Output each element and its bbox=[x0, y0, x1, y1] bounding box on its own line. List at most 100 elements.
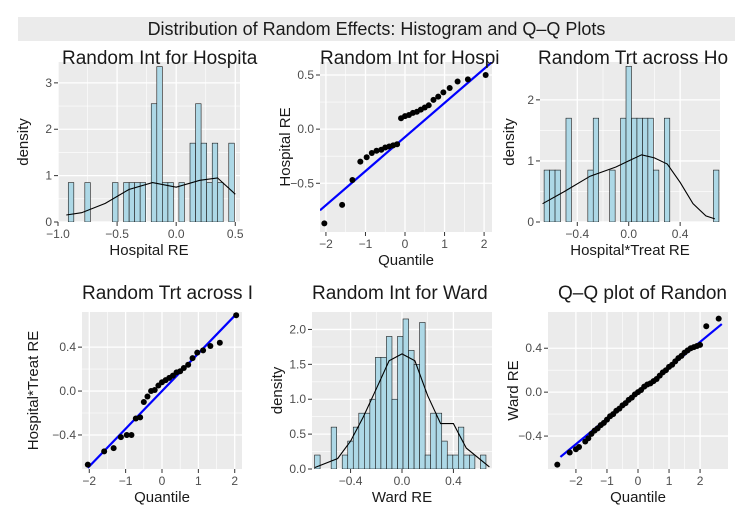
panel-hospital-intercept-qq: −2 −1 0 1 2 −0.5 0.0 0.5 Quantile Hospital RE Rand… bbox=[277, 48, 500, 269]
histogram-bar bbox=[134, 182, 141, 222]
histogram-bar bbox=[369, 398, 376, 469]
y-axis-label: density bbox=[269, 366, 286, 414]
histogram-bar bbox=[430, 412, 437, 469]
x-tick-label: −1 bbox=[359, 237, 373, 251]
histogram-bar bbox=[592, 117, 599, 222]
histogram-bar bbox=[408, 350, 415, 469]
qq-point bbox=[440, 89, 447, 96]
x-axis-label: Quantile bbox=[378, 252, 434, 269]
y-tick-label: 2.0 bbox=[289, 322, 306, 336]
histogram-bar bbox=[664, 117, 671, 222]
histogram-bar bbox=[653, 169, 660, 222]
x-axis-label: Hospital RE bbox=[109, 242, 188, 259]
x-tick-label: −1 bbox=[119, 474, 133, 488]
histogram-bar bbox=[200, 142, 207, 222]
histogram-bar bbox=[565, 117, 572, 222]
histogram-bar bbox=[549, 169, 556, 222]
x-tick-label: 0 bbox=[635, 474, 642, 488]
x-tick-label: −1.0 bbox=[46, 227, 70, 241]
figure-title-banner: Distribution of Random Effects: Histogra… bbox=[18, 17, 735, 41]
histogram-bar bbox=[463, 454, 470, 469]
qq-point bbox=[128, 431, 135, 438]
histogram-bar bbox=[178, 182, 185, 222]
y-axis-label: Hospital RE bbox=[277, 107, 294, 186]
plot-area bbox=[58, 62, 240, 222]
panel-hospital-intercept-histogram: −1.0 −0.5 0.0 0.5 0 1 2 3 Hospital RE density Rand… bbox=[15, 48, 258, 259]
histogram-bar bbox=[402, 318, 409, 469]
histogram-bar bbox=[543, 169, 550, 222]
qq-point bbox=[110, 445, 117, 452]
y-tick-label: −0.5 bbox=[290, 176, 314, 190]
plot-background bbox=[320, 62, 492, 232]
qq-point bbox=[117, 434, 124, 441]
histogram-bar bbox=[424, 454, 431, 469]
x-axis-label: Hospital*Treat RE bbox=[570, 242, 690, 259]
histogram-bar bbox=[112, 182, 119, 222]
histogram-bar bbox=[391, 398, 398, 469]
plot-area bbox=[82, 312, 242, 469]
y-tick-label: 0.0 bbox=[289, 462, 306, 476]
y-tick-label: −0.4 bbox=[518, 429, 542, 443]
histogram-bar bbox=[364, 412, 371, 469]
x-tick-label: 0 bbox=[159, 474, 166, 488]
y-tick-label: 0.5 bbox=[297, 68, 314, 82]
histogram-bar bbox=[156, 66, 163, 222]
qq-point bbox=[185, 361, 192, 368]
qq-point bbox=[207, 343, 214, 350]
x-tick-label: 0.0 bbox=[168, 227, 185, 241]
histogram-bar bbox=[413, 364, 420, 469]
y-tick-label: 2 bbox=[527, 93, 534, 107]
qq-point bbox=[101, 448, 108, 455]
qq-point bbox=[446, 84, 453, 91]
histogram-bar bbox=[167, 182, 174, 222]
y-axis-label: Ward RE bbox=[505, 360, 522, 420]
qq-reference-line bbox=[320, 62, 492, 212]
histogram-bar bbox=[642, 117, 649, 222]
qq-point bbox=[703, 323, 710, 330]
y-tick-label: 0.4 bbox=[59, 340, 76, 354]
qq-reference-line bbox=[87, 313, 237, 469]
qq-point bbox=[123, 431, 130, 438]
qq-point bbox=[430, 96, 437, 103]
y-axis-label: Hospital*Treat RE bbox=[25, 331, 42, 451]
y-tick-label: 1 bbox=[45, 169, 52, 183]
panel-title: Random Int for Hospi bbox=[320, 48, 500, 69]
x-tick-label: −1 bbox=[600, 474, 614, 488]
y-axis-label: density bbox=[501, 118, 518, 166]
qq-point bbox=[394, 141, 401, 148]
histogram-bar bbox=[330, 426, 337, 469]
histogram-bar bbox=[625, 65, 632, 222]
histogram-bar bbox=[195, 103, 202, 222]
qq-point bbox=[194, 349, 201, 356]
histogram-bar bbox=[380, 357, 387, 469]
x-axis-label: Quantile bbox=[134, 489, 190, 506]
qq-point bbox=[151, 386, 158, 393]
x-tick-label: −0.5 bbox=[105, 227, 129, 241]
x-tick-label: 0.5 bbox=[227, 227, 244, 241]
y-tick-label: −0.4 bbox=[52, 428, 76, 442]
qq-point bbox=[554, 461, 561, 468]
x-tick-label: 0.0 bbox=[620, 227, 637, 241]
histogram-bar bbox=[375, 357, 382, 469]
panel-ward-intercept-histogram: −0.4 0.0 0.4 0.0 0.5 1.0 1.5 2.0 Ward RE density R… bbox=[269, 283, 492, 506]
histogram-bar bbox=[620, 117, 627, 222]
qq-point bbox=[233, 312, 240, 319]
y-tick-label: 0 bbox=[45, 215, 52, 229]
qq-point bbox=[425, 102, 432, 109]
histogram-bar bbox=[347, 440, 354, 469]
qq-point bbox=[84, 461, 91, 468]
y-tick-label: 0 bbox=[527, 215, 534, 229]
x-tick-label: 2 bbox=[481, 237, 488, 251]
histogram-bar bbox=[452, 454, 459, 469]
x-tick-label: 1 bbox=[195, 474, 202, 488]
qq-point bbox=[482, 71, 489, 78]
histogram-bar bbox=[554, 169, 561, 222]
histogram-bar bbox=[211, 142, 219, 222]
x-tick-label: 0.4 bbox=[672, 227, 689, 241]
qq-point bbox=[368, 149, 375, 156]
figure-title: Distribution of Random Effects: Histogra… bbox=[147, 19, 606, 39]
histogram-bar bbox=[446, 454, 454, 469]
panel-treatment-slope-qq: −2 −1 0 1 2 −0.4 0.0 0.4 Quantile Hospital*Treat … bbox=[25, 283, 253, 506]
y-tick-label: 0.4 bbox=[525, 341, 542, 355]
x-tick-label: 0.4 bbox=[445, 474, 462, 488]
